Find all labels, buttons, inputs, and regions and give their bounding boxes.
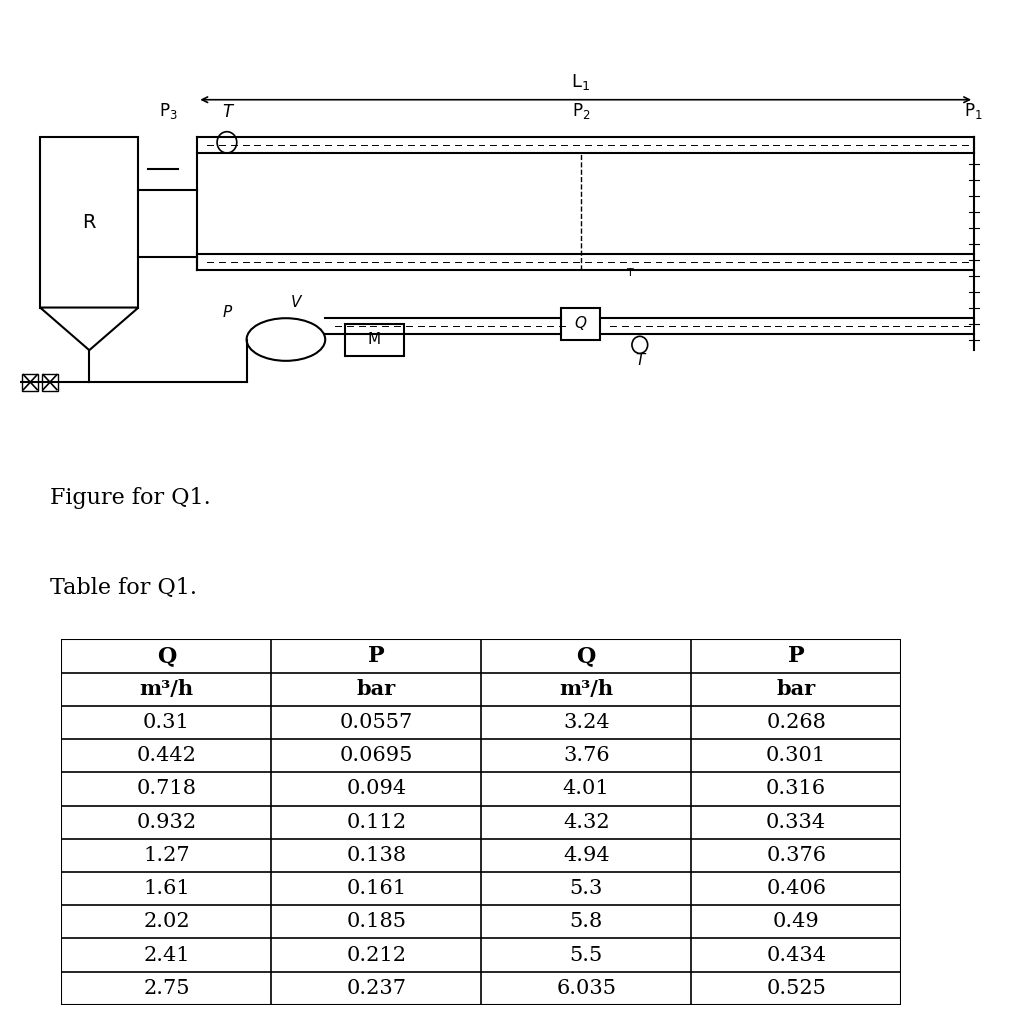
Text: Figure for Q1.: Figure for Q1. <box>50 487 211 510</box>
Text: P$_3$: P$_3$ <box>159 102 178 121</box>
Text: m³/h: m³/h <box>559 679 613 699</box>
Text: 0.237: 0.237 <box>346 978 407 998</box>
Text: Q: Q <box>574 316 587 331</box>
Text: 5.8: 5.8 <box>569 912 603 932</box>
Text: M: M <box>368 332 381 347</box>
Text: 0.406: 0.406 <box>766 879 826 898</box>
Text: 0.334: 0.334 <box>766 813 826 831</box>
Text: 2.41: 2.41 <box>143 946 189 964</box>
Bar <box>23 374 38 391</box>
Text: bar: bar <box>776 679 816 699</box>
Text: 4.01: 4.01 <box>563 780 609 799</box>
Text: Table for Q1.: Table for Q1. <box>50 577 197 599</box>
Text: P$_1$: P$_1$ <box>965 102 983 121</box>
Text: 3.76: 3.76 <box>563 746 609 765</box>
Text: 1.61: 1.61 <box>143 879 189 898</box>
Text: 2.75: 2.75 <box>143 978 189 998</box>
Text: 5.5: 5.5 <box>569 946 603 964</box>
Text: 0.316: 0.316 <box>766 780 826 799</box>
Text: P: P <box>222 306 231 321</box>
Text: 0.094: 0.094 <box>346 780 407 799</box>
Text: 0.185: 0.185 <box>346 912 407 932</box>
Text: 0.718: 0.718 <box>136 780 197 799</box>
Text: 4.32: 4.32 <box>563 813 609 831</box>
Text: T: T <box>635 353 644 368</box>
Text: L$_1$: L$_1$ <box>571 72 591 92</box>
Bar <box>561 308 600 340</box>
Text: 0.112: 0.112 <box>346 813 407 831</box>
Text: 0.212: 0.212 <box>346 946 407 964</box>
Text: 0.932: 0.932 <box>136 813 197 831</box>
Text: 0.268: 0.268 <box>766 713 826 732</box>
Text: 0.0557: 0.0557 <box>340 713 413 732</box>
Text: 0.138: 0.138 <box>346 845 407 865</box>
Text: Q: Q <box>577 646 596 667</box>
Text: 0.31: 0.31 <box>143 713 189 732</box>
Text: 0.0695: 0.0695 <box>340 746 413 765</box>
Text: Q: Q <box>157 646 176 667</box>
Text: 0.434: 0.434 <box>766 946 826 964</box>
Text: 0.49: 0.49 <box>773 912 819 932</box>
Text: 0.161: 0.161 <box>346 879 407 898</box>
Text: m³/h: m³/h <box>139 679 194 699</box>
Text: 0.525: 0.525 <box>766 978 826 998</box>
Text: R: R <box>83 213 96 231</box>
Text: P: P <box>787 646 805 667</box>
Circle shape <box>217 132 237 153</box>
Bar <box>42 374 57 391</box>
Text: T: T <box>222 104 232 121</box>
Polygon shape <box>40 308 138 350</box>
Text: P: P <box>368 646 385 667</box>
Text: 4.94: 4.94 <box>563 845 609 865</box>
Text: 0.301: 0.301 <box>766 746 826 765</box>
Text: 0.376: 0.376 <box>766 845 826 865</box>
Text: 6.035: 6.035 <box>556 978 616 998</box>
Ellipse shape <box>247 319 326 361</box>
Text: T: T <box>627 268 633 277</box>
Bar <box>40 137 138 308</box>
Text: 2.02: 2.02 <box>143 912 189 932</box>
Text: 5.3: 5.3 <box>569 879 603 898</box>
Circle shape <box>632 336 647 353</box>
Text: P$_2$: P$_2$ <box>571 102 590 121</box>
Text: 3.24: 3.24 <box>563 713 609 732</box>
Text: V: V <box>291 294 301 310</box>
Text: 1.27: 1.27 <box>143 845 189 865</box>
Bar <box>345 324 403 355</box>
Text: bar: bar <box>356 679 396 699</box>
Text: 0.442: 0.442 <box>136 746 197 765</box>
